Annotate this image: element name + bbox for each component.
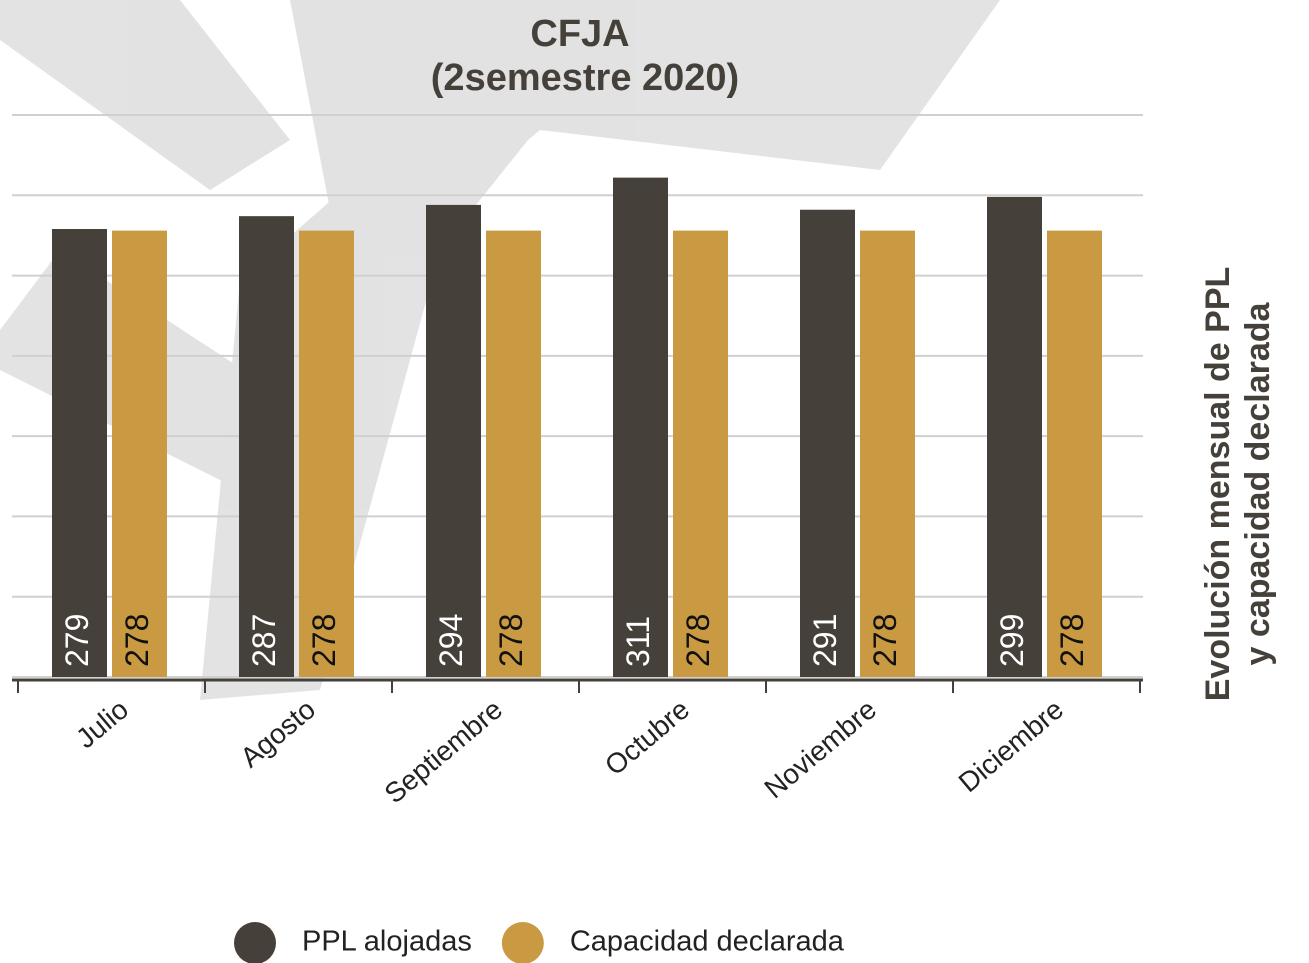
bar [860, 231, 915, 677]
value-label: 294 [433, 614, 469, 667]
x-tick-label: Julio [70, 694, 134, 755]
bar [299, 231, 354, 677]
legend-swatch [502, 922, 544, 963]
bar [613, 178, 668, 677]
x-tick-label: Noviembre [758, 694, 882, 805]
value-label: 287 [246, 614, 282, 667]
value-label: 278 [867, 614, 903, 667]
value-label: 278 [680, 614, 716, 667]
value-label: 279 [59, 614, 95, 667]
bar [1047, 231, 1102, 677]
value-label: 311 [620, 616, 656, 667]
legend-swatch [234, 922, 276, 963]
x-tick-label: Octubre [599, 694, 695, 782]
value-label: 278 [493, 614, 529, 667]
bar [239, 216, 294, 677]
x-tick-label: Septiembre [378, 694, 508, 810]
value-label: 299 [994, 614, 1030, 667]
chart-title: (2semestre 2020) [431, 57, 739, 99]
bar [987, 197, 1042, 677]
x-tick-label: Diciembre [953, 694, 1069, 799]
value-label: 291 [807, 614, 843, 667]
bar [673, 231, 728, 677]
side-title: y capacidad declarada [1239, 301, 1277, 665]
legend-label: PPL alojadas [302, 926, 472, 958]
chart: CFJA (2semestre 2020) Evolución mensual … [0, 0, 1309, 963]
bar [112, 231, 167, 677]
side-title: Evolución mensual de PPL [1199, 267, 1237, 702]
value-label: 278 [119, 614, 155, 667]
chart-title: CFJA [530, 13, 629, 55]
bar [486, 231, 541, 677]
bar [800, 210, 855, 677]
x-tick-label: Agosto [234, 694, 321, 774]
bar [52, 229, 107, 677]
legend-label: Capacidad declarada [570, 926, 845, 958]
value-label: 278 [1054, 614, 1090, 667]
value-label: 278 [306, 614, 342, 667]
bar [426, 205, 481, 677]
